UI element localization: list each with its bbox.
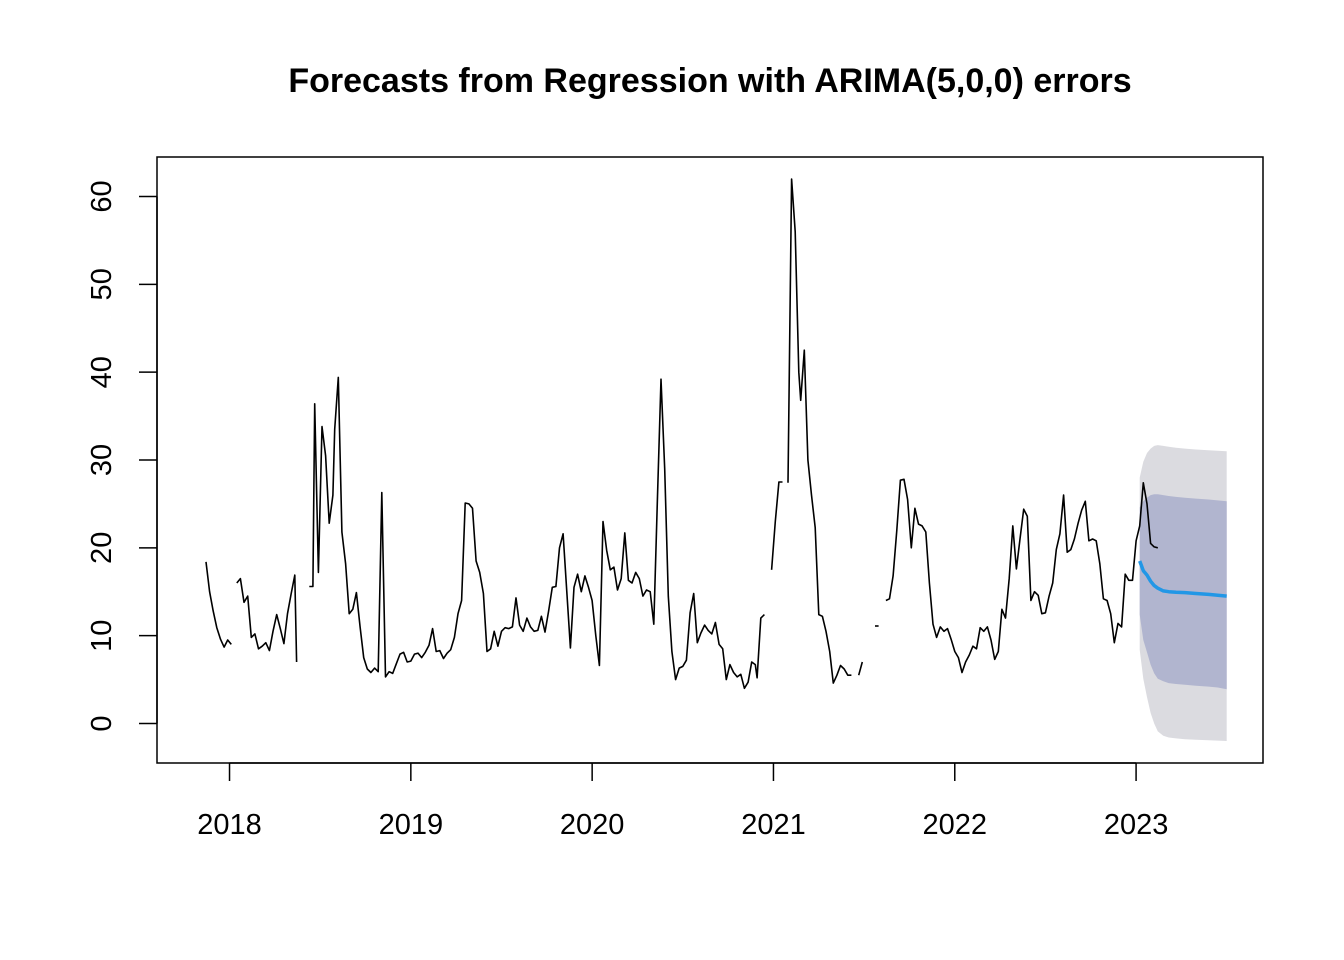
history-series [205, 178, 1158, 690]
y-tick-label: 50 [86, 268, 118, 300]
x-tick-label: 2018 [197, 809, 262, 841]
history-segment-3 [770, 481, 783, 570]
x-axis: 2018 2019 2020 2021 2022 2023 [197, 762, 1169, 841]
x-tick-label: 2019 [379, 809, 444, 841]
x-tick-label: 2020 [560, 809, 625, 841]
y-tick-label: 60 [86, 180, 118, 212]
plot-frame [156, 156, 1264, 764]
y-tick-label: 0 [86, 715, 118, 731]
chart-title: Forecasts from Regression with ARIMA(5,0… [288, 62, 1131, 100]
y-axis: 0 10 20 30 40 50 60 [86, 180, 158, 732]
x-tick-label: 2021 [741, 809, 806, 841]
history-segment-0 [205, 561, 232, 648]
history-segment-4 [787, 178, 852, 684]
history-segment-2 [309, 376, 765, 690]
x-tick-label: 2022 [923, 809, 988, 841]
y-tick-label: 10 [86, 620, 118, 652]
forecast-mean-line [1138, 560, 1227, 598]
y-tick-label: 40 [86, 356, 118, 388]
history-segment-1 [236, 574, 298, 663]
history-segment-7 [885, 478, 1158, 674]
y-tick-label: 30 [86, 444, 118, 476]
x-tick-label: 2023 [1104, 809, 1169, 841]
y-tick-label: 20 [86, 532, 118, 564]
history-segment-5 [857, 661, 864, 676]
forecast-series [1138, 560, 1227, 598]
